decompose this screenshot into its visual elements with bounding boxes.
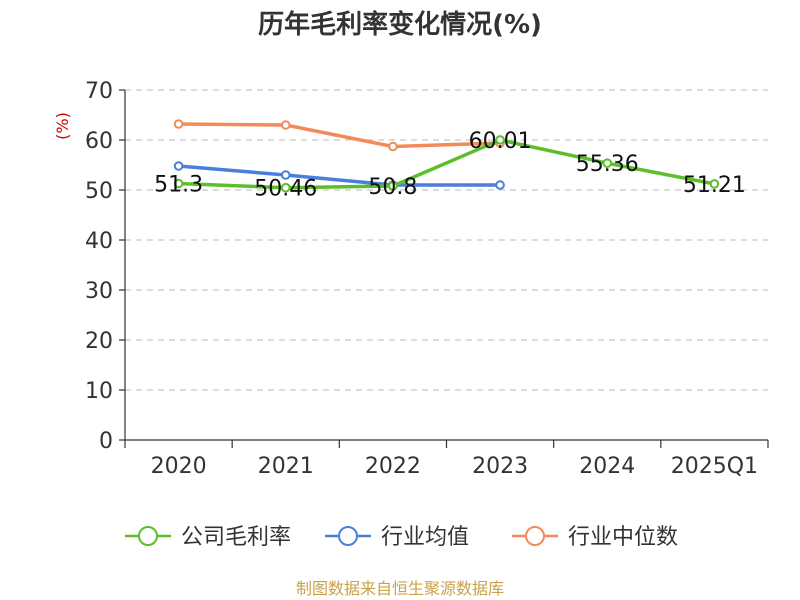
data-point — [280, 170, 291, 180]
data-label: 51.21 — [683, 173, 746, 198]
series-line — [178, 122, 501, 149]
legend-swatch-marker — [338, 526, 358, 546]
y-tick-label: 30 — [85, 279, 113, 304]
series-layer — [173, 119, 720, 193]
x-tick-label: 2020 — [151, 454, 207, 479]
data-point — [709, 179, 720, 189]
x-tick-label: 2025Q1 — [671, 454, 758, 479]
y-tick-label: 40 — [85, 229, 113, 254]
series-line — [178, 138, 715, 190]
chart-title: 历年毛利率变化情况(%) — [258, 9, 542, 40]
legend-label: 行业中位数 — [568, 525, 678, 550]
series-line — [178, 164, 501, 187]
legend: 公司毛利率 行业均值 行业中位数 — [125, 525, 678, 550]
legend-label: 行业均值 — [381, 525, 469, 550]
axes: 0 10 20 30 40 50 60 70 2020 2021 2022 2023 2024 2025Q… — [85, 79, 769, 479]
source-note: 制图数据来自恒生聚源数据库 — [296, 579, 504, 598]
data-labels: 51.3 50.46 50.8 60.01 55.36 51.21 — [154, 129, 746, 202]
legend-swatch-marker — [138, 526, 158, 546]
x-tick-label: 2021 — [258, 454, 314, 479]
data-point — [602, 158, 613, 168]
legend-swatch-marker — [525, 526, 545, 546]
data-point — [173, 178, 184, 189]
y-tick-label: 0 — [99, 429, 113, 454]
data-label: 55.36 — [576, 152, 639, 177]
x-tick-label: 2024 — [579, 454, 635, 479]
y-tick-label: 70 — [85, 79, 113, 104]
data-point — [280, 120, 291, 130]
y-tick-label: 20 — [85, 329, 113, 354]
data-point — [388, 181, 398, 191]
data-label: 60.01 — [469, 129, 532, 154]
data-label: 51.3 — [154, 173, 203, 198]
y-tick-label: 50 — [85, 179, 113, 204]
grid — [125, 89, 768, 391]
x-tick-label: 2022 — [365, 454, 421, 479]
data-label: 50.46 — [254, 177, 317, 202]
legend-label: 公司毛利率 — [181, 525, 291, 550]
y-tick-label: 60 — [85, 129, 113, 154]
data-point — [495, 180, 505, 190]
data-point — [173, 161, 184, 171]
data-label: 50.8 — [368, 175, 417, 200]
data-point — [388, 141, 398, 152]
data-point — [173, 119, 184, 129]
y-tick-label: 10 — [85, 379, 113, 404]
y-axis-unit: (%) — [53, 112, 72, 140]
data-point — [280, 182, 291, 193]
x-tick-label: 2023 — [472, 454, 528, 479]
data-point — [495, 135, 505, 145]
